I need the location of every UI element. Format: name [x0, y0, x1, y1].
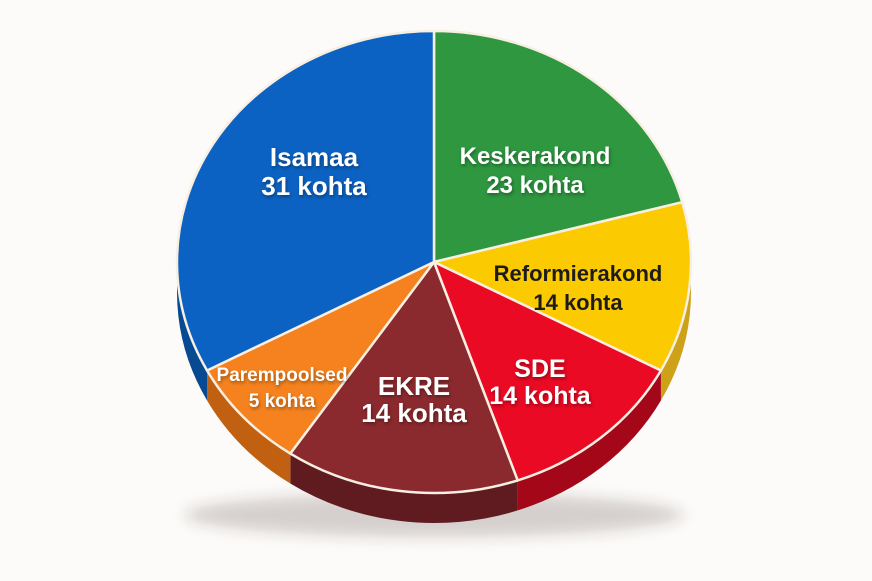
pie-slice-parempoolsed	[205, 260, 436, 455]
pie-slice-side-sde	[517, 370, 661, 511]
slice-label-parempoolsed: Parempoolsed	[217, 365, 348, 386]
pie-3d-sides	[177, 262, 691, 523]
slice-label-ekre: EKRE	[378, 371, 450, 401]
pie-slices	[175, 29, 693, 495]
pie-slice-side-reformierakond	[660, 262, 691, 401]
slice-value-sde: 14 kohta	[489, 382, 592, 410]
slice-value-ekre: 14 kohta	[361, 398, 467, 428]
slice-value-isamaa: 31 kohta	[261, 171, 367, 201]
slice-value-keskerakond: 23 kohta	[486, 172, 584, 199]
slice-value-parempoolsed: 5 kohta	[249, 391, 316, 412]
slice-label-reformierakond: Reformierakond	[494, 261, 663, 286]
pie-slice-ekre	[289, 260, 519, 495]
pie-slice-reformierakond	[432, 200, 693, 372]
slice-value-reformierakond: 14 kohta	[533, 290, 623, 315]
slice-label-keskerakond: Keskerakond	[460, 143, 611, 170]
slice-label-isamaa: Isamaa	[270, 142, 359, 172]
pie-slice-sde	[432, 260, 663, 482]
pie-slice-side-isamaa	[177, 262, 208, 401]
pie-slice-side-parempoolsed	[207, 370, 291, 484]
slice-label-sde: SDE	[514, 355, 565, 383]
pie-slice-keskerakond	[432, 29, 684, 264]
pie-slice-isamaa	[175, 29, 436, 372]
pie-slice-side-ekre	[290, 453, 518, 523]
